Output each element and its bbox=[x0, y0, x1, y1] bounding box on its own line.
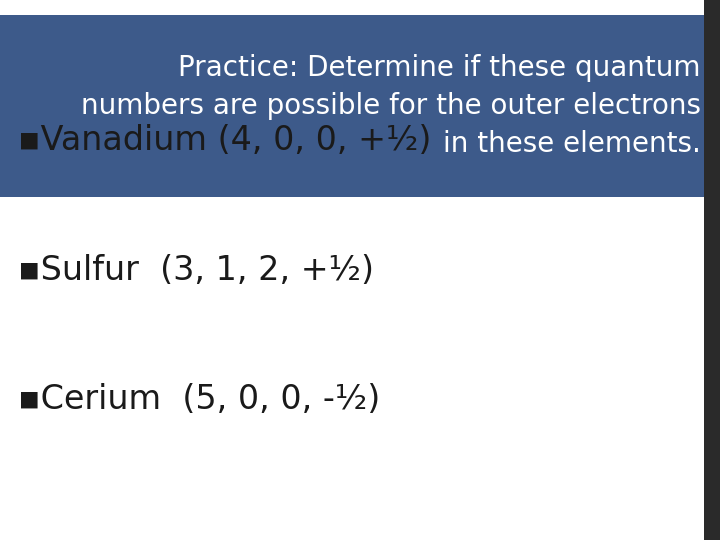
FancyBboxPatch shape bbox=[0, 15, 704, 197]
Text: ▪Sulfur  (3, 1, 2, +½): ▪Sulfur (3, 1, 2, +½) bbox=[18, 253, 374, 287]
FancyBboxPatch shape bbox=[704, 0, 720, 540]
Text: ▪Cerium  (5, 0, 0, -½): ▪Cerium (5, 0, 0, -½) bbox=[18, 383, 380, 416]
Text: ▪Vanadium (4, 0, 0, +½): ▪Vanadium (4, 0, 0, +½) bbox=[18, 124, 431, 157]
Text: Practice: Determine if these quantum
numbers are possible for the outer electron: Practice: Determine if these quantum num… bbox=[81, 54, 701, 158]
